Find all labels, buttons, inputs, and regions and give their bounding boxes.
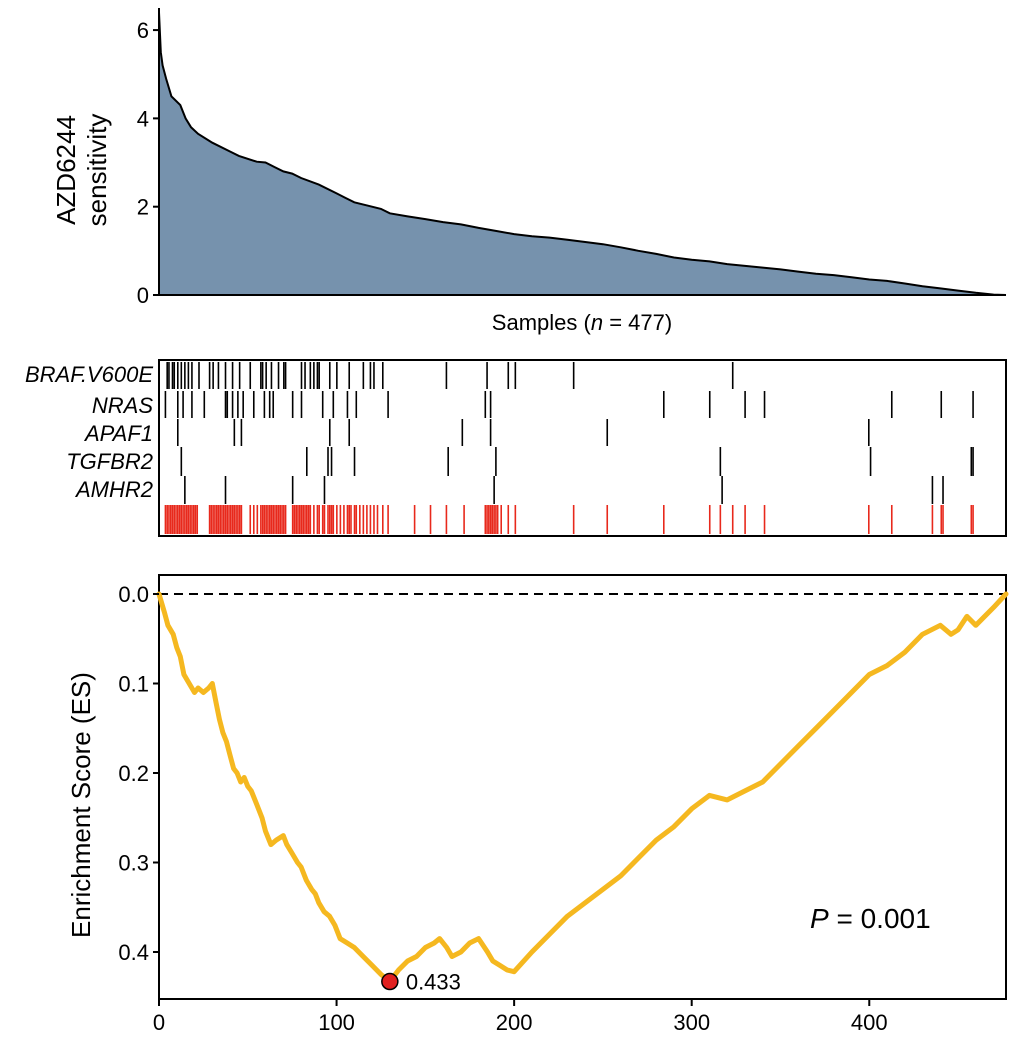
sensitivity-panel: 0 2 4 6 AZD6244 sensitivity Samples (n = 47… — [51, 8, 1007, 335]
sensitivity-area — [159, 12, 1006, 296]
sensitivity-y-tick-label: 2 — [137, 195, 149, 220]
sensitivity-curve — [158, 12, 1007, 296]
es-min-label: 0.433 — [406, 970, 461, 995]
sensitivity-ylabel-line2: sensitivity — [82, 114, 112, 227]
gene-label-tgfbr2: TGFBR2 — [66, 449, 153, 474]
mutation-row — [184, 476, 944, 504]
samples-xlabel-prefix: Samples ( — [492, 310, 592, 335]
combined-mutation-row — [164, 505, 974, 534]
samples-xlabel: Samples (n = 477) — [492, 310, 672, 335]
p-value-letter: P — [810, 903, 829, 934]
samples-xlabel-suffix: = 477) — [603, 310, 672, 335]
p-value-text: = 0.001 — [829, 903, 931, 934]
es-y-ticks: 0.0 0.1 0.2 0.3 0.4 — [118, 582, 159, 965]
mutation-row — [176, 419, 870, 446]
enrichment-panel-frame — [158, 574, 1007, 1000]
sensitivity-y-tick-label: 0 — [137, 283, 149, 308]
es-y-tick-label: 0.3 — [118, 851, 149, 876]
mutation-rows — [164, 362, 974, 534]
mutation-row — [166, 362, 734, 389]
es-min-point — [381, 972, 399, 991]
es-y-tick-label: 0.2 — [118, 761, 149, 786]
es-x-tick-label: 200 — [496, 1010, 533, 1035]
gene-label-nras: NRAS — [92, 393, 153, 418]
sensitivity-ylabel-line1: AZD6244 — [51, 115, 81, 225]
mutation-panel: BRAF.V600E NRAS APAF1 TGFBR2 AMHR2 — [25, 359, 1007, 537]
enrichment-panel: 0.433 P = 0.001 0.0 0.1 0.2 0.3 0.4 0 100 200 3… — [66, 574, 1009, 1035]
sensitivity-y-tick-label: 4 — [137, 106, 149, 131]
p-value: P = 0.001 — [810, 903, 931, 934]
es-x-ticks: 0 100 200 300 400 — [153, 999, 888, 1035]
es-y-tick-label: 0.1 — [118, 672, 149, 697]
gene-label-braf: BRAF.V600E — [25, 362, 153, 387]
gene-label-apaf1: APAF1 — [83, 421, 153, 446]
es-y-tick-label: 0.0 — [118, 582, 149, 607]
es-x-tick-label: 300 — [673, 1010, 710, 1035]
gene-label-amhr2: AMHR2 — [74, 477, 153, 502]
es-x-tick-label: 100 — [318, 1010, 355, 1035]
es-x-tick-label: 400 — [851, 1010, 888, 1035]
es-y-tick-label: 0.4 — [118, 940, 149, 965]
samples-xlabel-n: n — [591, 310, 603, 335]
es-x-tick-label: 0 — [153, 1010, 165, 1035]
mutation-row — [180, 447, 974, 476]
es-ylabel: Enrichment Score (ES) — [66, 672, 96, 938]
sensitivity-y-ticks: 0 2 4 6 — [137, 18, 159, 308]
sensitivity-y-tick-label: 6 — [137, 18, 149, 43]
mutation-row — [164, 391, 974, 418]
